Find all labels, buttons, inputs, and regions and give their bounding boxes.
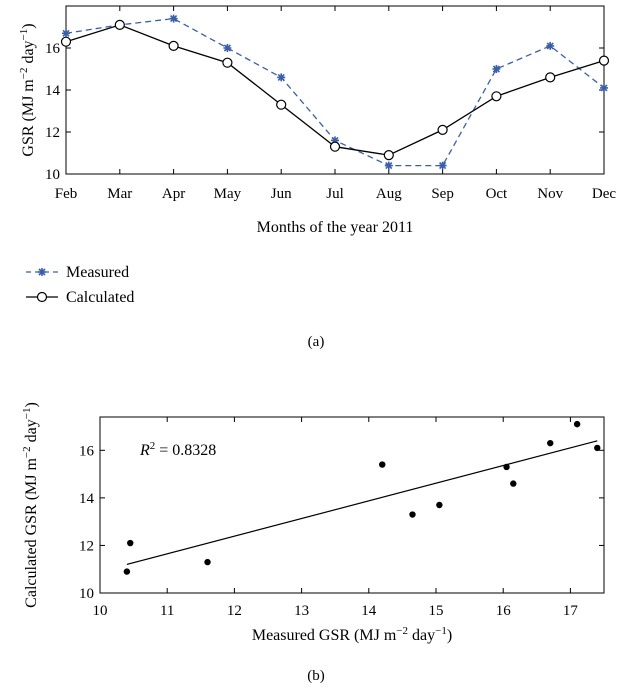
chart-b-y-tick-label: 10 bbox=[79, 586, 94, 602]
chart-b-y-tick-label: 14 bbox=[79, 491, 95, 507]
legend-item-calculated: Calculated bbox=[26, 289, 134, 306]
scatter-point bbox=[436, 501, 443, 509]
point-calculated bbox=[437, 124, 448, 135]
point-measured bbox=[492, 65, 501, 73]
chart-a-x-tick-label: Nov bbox=[537, 186, 563, 202]
chart-a-x-tick-label: Dec bbox=[592, 186, 616, 202]
scatter-point bbox=[409, 511, 416, 518]
chart-a-legend: Measured Calculated bbox=[26, 264, 134, 306]
chart-a-x-tick-label: Feb bbox=[55, 186, 78, 202]
chart-b-x-tick-label: 11 bbox=[160, 603, 174, 619]
chart-b-x-axis-label: Measured GSR (MJ m−2 day−1) bbox=[252, 625, 452, 644]
chart-a-x-tick-label: Aug bbox=[376, 186, 402, 202]
chart-a-x-tick-label: Oct bbox=[486, 186, 508, 202]
chart-a-y-tick-label: 16 bbox=[45, 41, 61, 57]
chart-b-annotation: R2 = 0.8328 bbox=[139, 440, 216, 459]
chart-a-x-tick-label: May bbox=[214, 186, 242, 202]
point-measured bbox=[62, 29, 70, 38]
point-calculated bbox=[222, 57, 233, 68]
scatter-point bbox=[123, 568, 131, 575]
chart-a-y-axis-label: GSR (MJ m−2 day−1) bbox=[18, 23, 37, 156]
chart-a-y-ticks: 10 12 14 16 bbox=[45, 41, 604, 183]
legend-calculated-marker bbox=[36, 291, 48, 303]
point-calculated bbox=[383, 150, 394, 161]
chart-b-x-ticks: 10 11 12 13 14 15 16 17 bbox=[93, 417, 579, 619]
scatter-point bbox=[127, 539, 134, 547]
chart-a-series bbox=[60, 14, 610, 170]
chart-b-marks bbox=[123, 420, 601, 575]
scatter-point bbox=[379, 461, 386, 468]
chart-b-panel-label: (b) bbox=[307, 668, 325, 684]
legend-item-measured: Measured bbox=[26, 264, 129, 281]
legend-calculated-label: Calculated bbox=[66, 289, 134, 306]
chart-b: 10 12 14 16 10 11 12 13 14 15 16 17 R2 = 0.8328 Me… bbox=[21, 402, 605, 684]
chart-b-x-tick-label: 16 bbox=[496, 603, 512, 619]
point-calculated bbox=[114, 19, 125, 30]
chart-a-x-tick-label: Jul bbox=[326, 186, 344, 202]
chart-a-y-tick-label: 12 bbox=[45, 125, 60, 141]
chart-a-x-ticks: Feb Mar Apr May Jun Jul Aug Sep Oct Nov Dec bbox=[55, 6, 616, 202]
point-calculated bbox=[491, 91, 502, 102]
point-measured bbox=[277, 73, 286, 82]
chart-b-plot-frame bbox=[99, 416, 605, 594]
chart-a: 10 12 14 16 Feb Mar Apr May Jun Jul Aug Sep Oct Nov D… bbox=[18, 5, 616, 350]
point-measured bbox=[600, 83, 608, 92]
point-calculated bbox=[598, 55, 610, 66]
scatter-point bbox=[510, 480, 517, 487]
chart-b-x-tick-label: 17 bbox=[563, 603, 579, 619]
legend-measured-label: Measured bbox=[66, 264, 129, 281]
point-measured bbox=[331, 136, 339, 145]
chart-a-panel-label: (a) bbox=[308, 334, 325, 350]
scatter-point bbox=[204, 558, 211, 566]
scatter-point bbox=[594, 444, 601, 452]
chart-b-y-tick-label: 16 bbox=[79, 443, 95, 459]
scatter-point bbox=[573, 420, 581, 428]
series-line-calculated bbox=[65, 24, 605, 156]
chart-b-x-tick-label: 10 bbox=[93, 603, 108, 619]
chart-a-x-axis-label: Months of the year 2011 bbox=[257, 219, 414, 236]
chart-b-x-tick-label: 14 bbox=[361, 603, 377, 619]
chart-b-x-tick-label: 12 bbox=[227, 603, 242, 619]
point-measured bbox=[438, 161, 447, 170]
chart-a-x-tick-label: Sep bbox=[431, 186, 454, 202]
point-calculated bbox=[168, 40, 179, 52]
point-measured bbox=[546, 41, 555, 50]
legend-measured-marker bbox=[38, 268, 46, 276]
point-calculated bbox=[545, 72, 556, 83]
chart-b-y-axis-label: Calculated GSR (MJ m−2 day−1) bbox=[21, 402, 40, 608]
chart-a-y-tick-label: 14 bbox=[45, 83, 61, 99]
chart-b-y-ticks: 10 12 14 16 bbox=[79, 443, 604, 602]
point-calculated bbox=[60, 36, 72, 47]
chart-b-x-tick-label: 13 bbox=[294, 603, 309, 619]
point-measured bbox=[384, 161, 393, 170]
chart-b-y-tick-label: 12 bbox=[79, 538, 94, 554]
chart-a-x-tick-label: Jun bbox=[271, 186, 292, 202]
point-calculated bbox=[276, 99, 287, 110]
chart-a-y-tick-label: 10 bbox=[45, 167, 60, 183]
chart-b-x-tick-label: 15 bbox=[429, 603, 444, 619]
point-measured bbox=[169, 14, 178, 23]
scatter-point bbox=[547, 439, 554, 447]
chart-a-x-tick-label: Mar bbox=[107, 186, 132, 202]
regression-line bbox=[126, 440, 598, 566]
scatter-point bbox=[503, 463, 510, 471]
point-calculated bbox=[329, 141, 341, 152]
point-measured bbox=[223, 44, 232, 52]
chart-a-x-tick-label: Apr bbox=[162, 186, 185, 202]
